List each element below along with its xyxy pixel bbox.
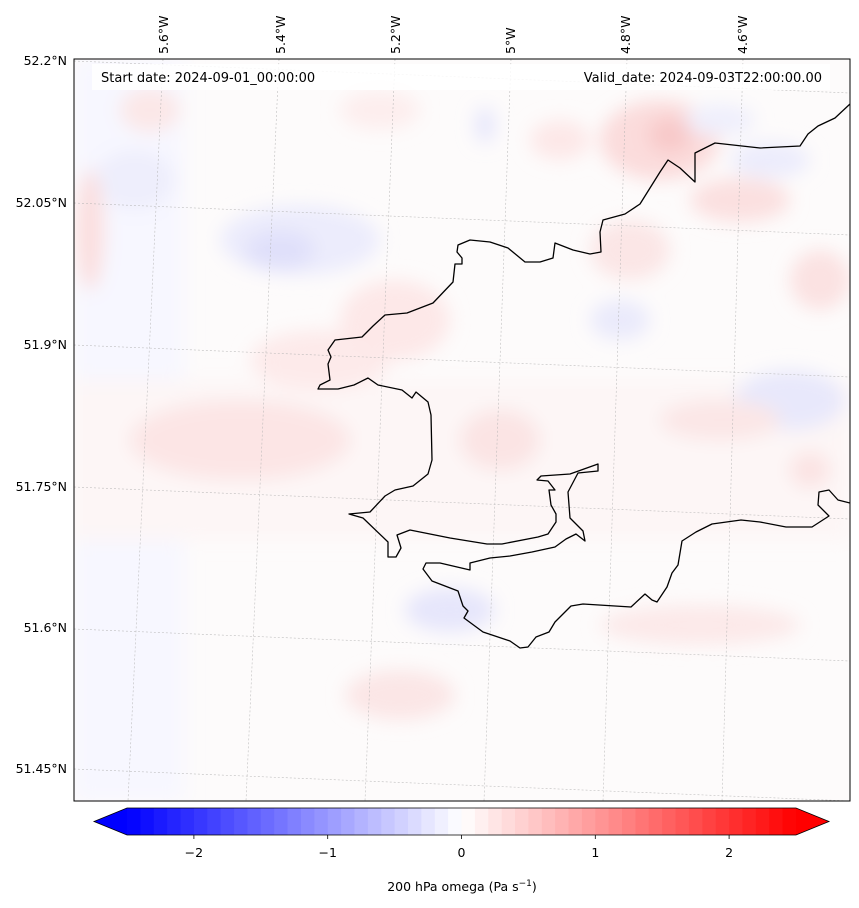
colorbar-segment [769,808,784,835]
colorbar-segment [127,808,141,835]
colorbar-segment [367,808,382,835]
colorbar-tick-label: −2 [185,845,203,860]
colorbar-segment [581,808,596,835]
colorbar-segment [327,808,342,835]
latitude-label: 52.05°N [16,195,67,210]
coastline [317,103,850,649]
colorbar-extend-high [796,808,829,835]
colorbar-segment [341,808,356,835]
start-date-label: Start date: 2024-09-01_00:00:00 [101,71,315,86]
colorbar-segment [274,808,289,835]
colorbar-segment [354,808,369,835]
colorbar-segment [595,808,610,835]
colorbar-segment [635,808,650,835]
colorbar-segment [260,808,275,835]
colorbar-segment [167,808,182,835]
colorbar-segment [474,808,489,835]
latitude-label: 52.2°N [24,53,67,68]
colorbar-segment [394,808,409,835]
colorbar-segment [193,808,208,835]
colorbar-segment [662,808,677,835]
colorbar-extend-low [94,808,127,835]
colorbar-segment [448,808,463,835]
colorbar-segment [421,808,436,835]
colorbar-segment [541,808,556,835]
colorbar-segment [702,808,717,835]
latitude-label: 51.6°N [24,620,67,635]
colorbar-segment [180,808,195,835]
colorbar-segment [434,808,449,835]
colorbar-segment [501,808,516,835]
colorbar-segment [407,808,422,835]
colorbar-segment [528,808,543,835]
colorbar-segment [755,808,770,835]
colorbar-segment [287,808,302,835]
longitude-labels: 5.6°W 5.4°W 5.2°W 5°W 4.8°W 4.6°W [156,16,750,55]
colorbar-segment [729,808,744,835]
colorbar-segment [300,808,315,835]
longitude-label: 5.6°W [156,16,171,55]
colorbar-segment [314,808,329,835]
colorbar-segment [488,808,503,835]
colorbar: −2 −1 0 1 2 200 hPa omega (Pa s−1) [92,807,831,894]
latitude-labels: 52.2°N 52.05°N 51.9°N 51.75°N 51.6°N 51.… [16,53,67,776]
colorbar-segment [622,808,637,835]
colorbar-segment [742,808,757,835]
latitude-label: 51.75°N [16,479,67,494]
longitude-label: 5°W [503,27,518,54]
colorbar-segments [127,808,797,835]
colorbar-segment [461,808,476,835]
colorbar-segment [568,808,583,835]
colorbar-segment [247,808,262,835]
colorbar-outline [92,807,831,836]
colorbar-segment [688,808,703,835]
colorbar-segment [381,808,396,835]
map-area: Start date: 2024-09-01_00:00:00 Valid_da… [74,59,850,801]
colorbar-segment [648,808,663,835]
colorbar-tick-label: 0 [458,845,466,860]
colorbar-segment [555,808,570,835]
colorbar-tick-label: 1 [591,845,599,860]
colorbar-segment [675,808,690,835]
valid-date-label: Valid_date: 2024-09-03T22:00:00.00 [584,71,822,86]
colorbar-segment [608,808,623,835]
longitude-label: 4.6°W [735,16,750,55]
longitude-label: 4.8°W [618,16,633,55]
colorbar-segment [153,808,168,835]
colorbar-tick-label: 2 [725,845,733,860]
longitude-label: 5.2°W [388,16,403,55]
latitude-label: 51.9°N [24,337,67,352]
colorbar-segment [140,808,155,835]
colorbar-segment [715,808,730,835]
colorbar-label: 200 hPa omega (Pa s−1) [387,879,537,894]
map-frame [73,58,851,802]
latitude-label: 51.45°N [16,761,67,776]
colorbar-segment [782,808,797,835]
colorbar-segment [234,808,249,835]
header-background [92,64,830,90]
omega-field [74,59,850,801]
longitude-label: 5.4°W [273,16,288,55]
colorbar-segment [220,808,235,835]
colorbar-segment [515,808,529,835]
colorbar-tick-label: −1 [318,845,336,860]
colorbar-segment [207,808,222,835]
colorbar-ticks: −2 −1 0 1 2 [185,835,733,860]
